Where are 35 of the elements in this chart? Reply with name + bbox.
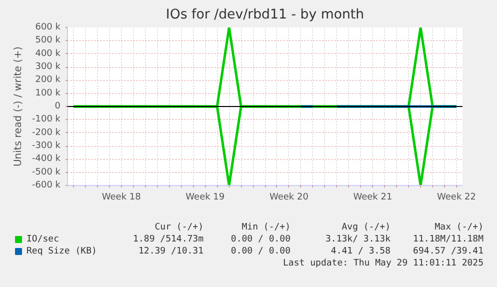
text: Min (-/+)	[242, 222, 291, 232]
text: 1.89 /514.73m	[133, 234, 204, 244]
y-tick-label: -600 k	[32, 180, 62, 190]
text: 4.41 / 3.58	[330, 246, 391, 256]
y-tick-label: 500 k	[35, 36, 62, 46]
y-tick-label: -400 k	[32, 154, 62, 164]
x-tick-label: Week 22	[437, 192, 476, 202]
y-tick-label: 300 k	[35, 62, 62, 72]
text: 12.39 /10.31	[138, 246, 204, 256]
text: 11.18M/11.18M	[413, 234, 484, 244]
text: Avg (-/+)	[342, 222, 391, 232]
y-tick-label: 400 k	[35, 48, 62, 59]
legend-label: IO/sec	[26, 234, 60, 244]
y-tick-label: -300 k	[32, 141, 62, 151]
text: 694.57 /39.41	[413, 246, 484, 256]
text: Max (-/+)	[434, 222, 484, 232]
y-tick-label: 0	[54, 102, 61, 112]
y-tick-label: -200 k	[32, 128, 62, 138]
y-tick-label: -500 k	[32, 167, 62, 178]
y-tick-label: 100 k	[35, 88, 62, 98]
chart-title: IOs for /dev/rbd11 - by month	[166, 8, 364, 22]
y-tick-label: 600 k	[35, 22, 62, 32]
x-tick-label: Week 20	[269, 192, 309, 202]
legend-label: Req Size (KB)	[26, 246, 97, 256]
text: Cur (-/+)	[154, 222, 204, 232]
text: 0.00 / 0.00	[230, 246, 291, 256]
x-tick-label: Week 19	[186, 192, 225, 202]
text: Last update: Thu May 29 11:01:11 2025	[283, 258, 484, 268]
y-tick-label: 200 k	[35, 75, 62, 86]
x-tick-label: Week 21	[353, 192, 392, 202]
y-axis-title: Units read (-) / write (+)	[13, 46, 24, 167]
text: 3.13k/ 3.13k	[325, 234, 392, 244]
x-tick-label: Week 18	[102, 192, 142, 202]
text: 0.00 / 0.00	[230, 234, 291, 244]
y-tick-label: -100 k	[32, 114, 62, 125]
